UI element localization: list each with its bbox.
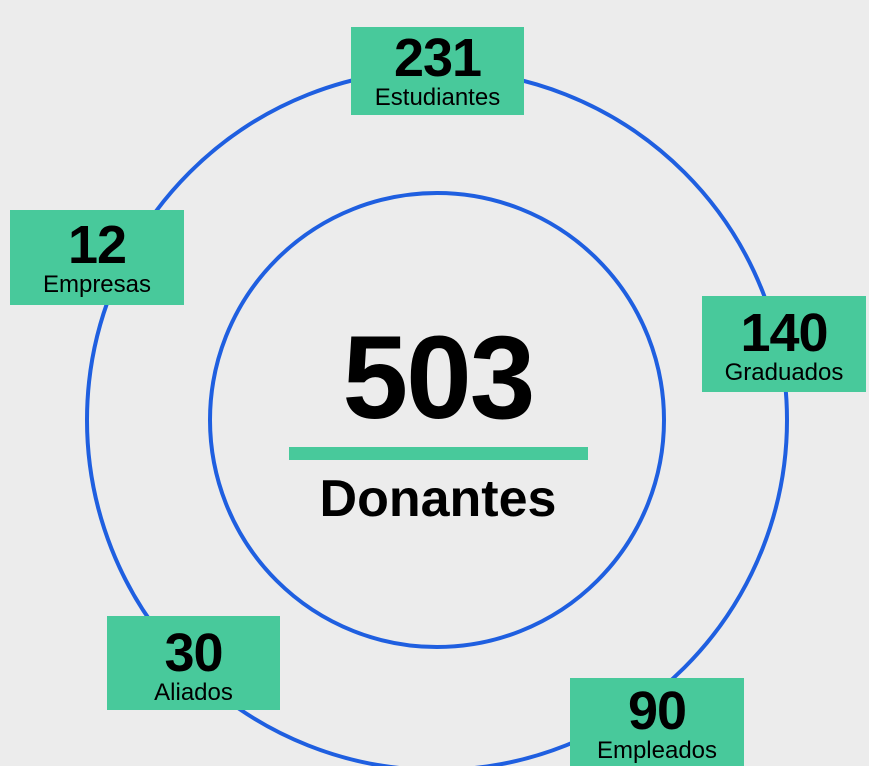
group-value: 12 <box>67 215 127 275</box>
group-box: 90 Empleados <box>570 678 744 766</box>
group-box: 231 Estudiantes <box>351 27 524 115</box>
inner-ring <box>208 191 666 649</box>
total-value: 503 <box>342 312 536 444</box>
group-box: 140 Graduados <box>702 296 866 392</box>
group-value: 231 <box>393 28 482 88</box>
divider <box>289 447 588 460</box>
group-value: 140 <box>740 303 828 363</box>
group-label: Empleados <box>596 737 718 764</box>
group-label: Empresas <box>42 271 152 298</box>
group-label: Estudiantes <box>374 84 501 111</box>
group-box: 12 Empresas <box>10 210 184 305</box>
group-value: 90 <box>627 681 687 741</box>
group-value: 30 <box>164 623 223 683</box>
group-label: Graduados <box>724 359 844 386</box>
total-label: Donantes <box>319 470 557 528</box>
group-label: Aliados <box>154 679 233 706</box>
group-box: 30 Aliados <box>107 616 280 710</box>
